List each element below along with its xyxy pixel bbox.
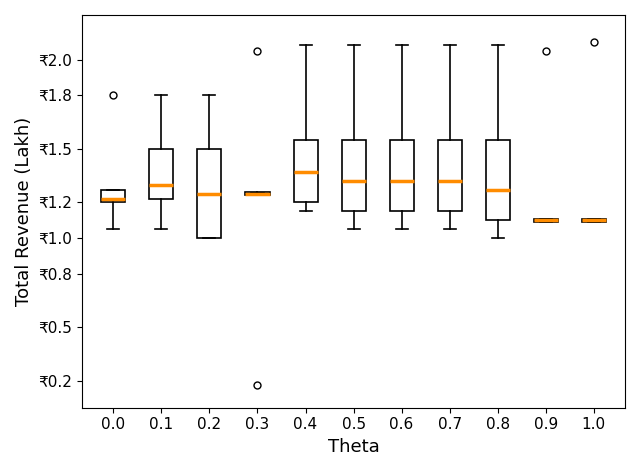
PathPatch shape <box>149 149 173 199</box>
Y-axis label: Total Revenue (Lakh): Total Revenue (Lakh) <box>15 117 33 306</box>
PathPatch shape <box>438 140 461 211</box>
PathPatch shape <box>246 192 269 195</box>
PathPatch shape <box>198 149 221 238</box>
PathPatch shape <box>101 190 125 203</box>
PathPatch shape <box>342 140 365 211</box>
PathPatch shape <box>582 219 606 222</box>
PathPatch shape <box>294 140 317 203</box>
PathPatch shape <box>486 140 509 220</box>
X-axis label: Theta: Theta <box>328 438 380 456</box>
PathPatch shape <box>534 219 557 222</box>
PathPatch shape <box>390 140 413 211</box>
